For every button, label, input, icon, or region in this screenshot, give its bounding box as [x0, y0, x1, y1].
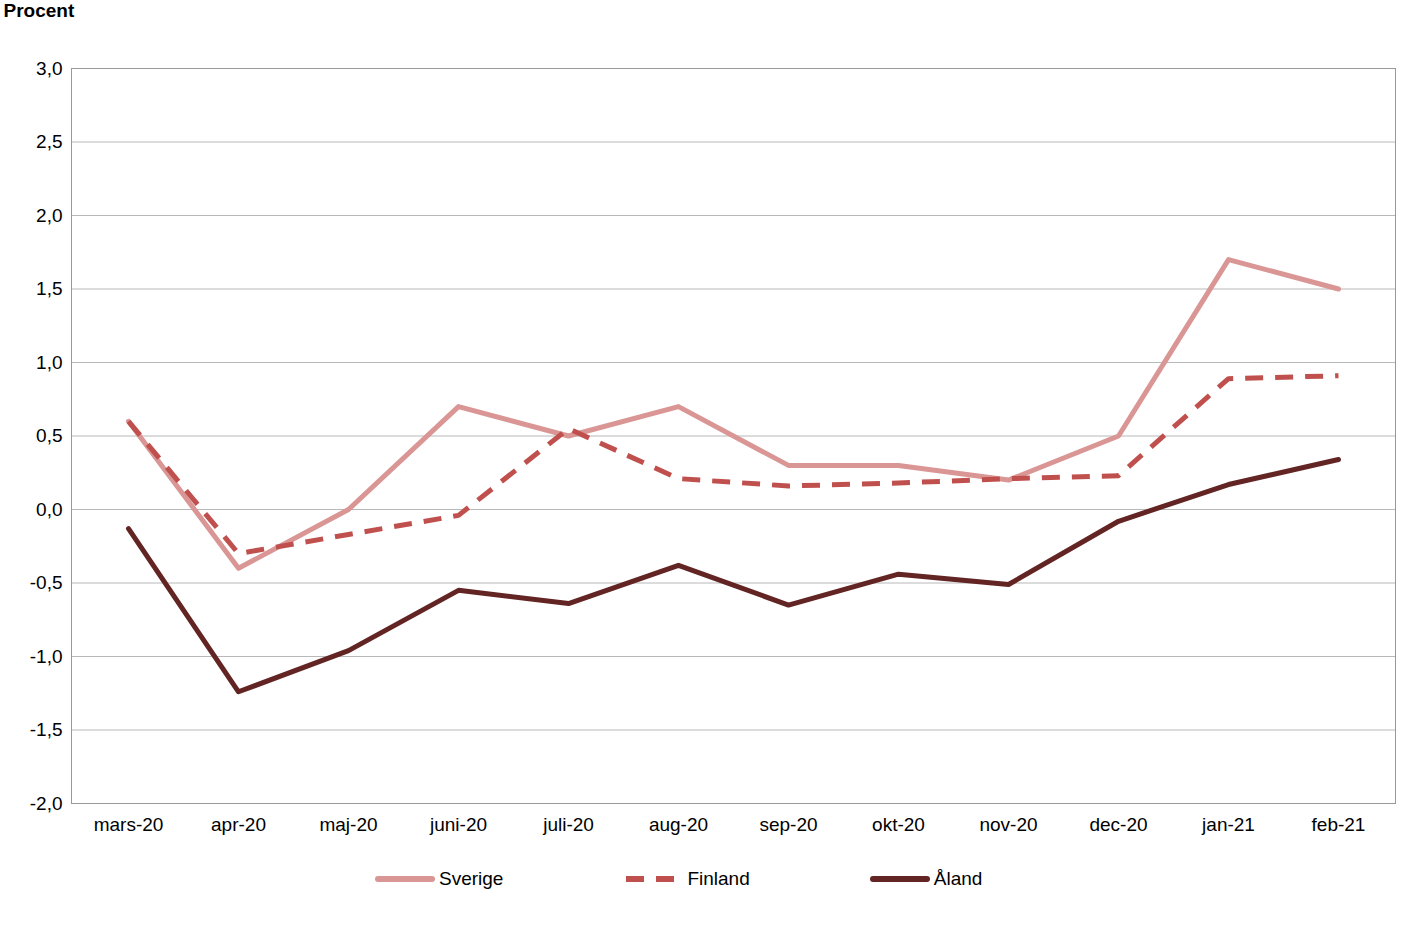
- svg-text:sep-20: sep-20: [759, 814, 817, 835]
- svg-text:apr-20: apr-20: [211, 814, 266, 835]
- svg-text:3,0: 3,0: [36, 58, 62, 79]
- svg-text:-2,0: -2,0: [30, 793, 63, 814]
- html-text:Åland: Åland: [933, 868, 983, 889]
- svg-text:Procent: Procent: [4, 0, 75, 21]
- svg-text:jan-21: jan-21: [1201, 814, 1255, 835]
- html-text:Finland: Finland: [687, 868, 750, 889]
- svg-text:okt-20: okt-20: [872, 814, 925, 835]
- svg-text:0,0: 0,0: [36, 499, 62, 520]
- svg-text:feb-21: feb-21: [1312, 814, 1366, 835]
- svg-text:mars-20: mars-20: [94, 814, 164, 835]
- svg-text:-0,5: -0,5: [30, 572, 63, 593]
- svg-text:maj-20: maj-20: [319, 814, 377, 835]
- html-text:Sverige: Sverige: [439, 868, 504, 889]
- svg-text:dec-20: dec-20: [1089, 814, 1147, 835]
- svg-text:1,0: 1,0: [36, 352, 62, 373]
- svg-text:juli-20: juli-20: [542, 814, 594, 835]
- svg-text:juni-20: juni-20: [429, 814, 487, 835]
- svg-text:nov-20: nov-20: [979, 814, 1037, 835]
- svg-text:2,0: 2,0: [36, 205, 62, 226]
- svg-text:0,5: 0,5: [36, 425, 62, 446]
- svg-text:1,5: 1,5: [36, 278, 62, 299]
- svg-text:2,5: 2,5: [36, 131, 62, 152]
- svg-text:-1,5: -1,5: [30, 719, 63, 740]
- svg-text:-1,0: -1,0: [30, 646, 63, 667]
- svg-text:aug-20: aug-20: [649, 814, 708, 835]
